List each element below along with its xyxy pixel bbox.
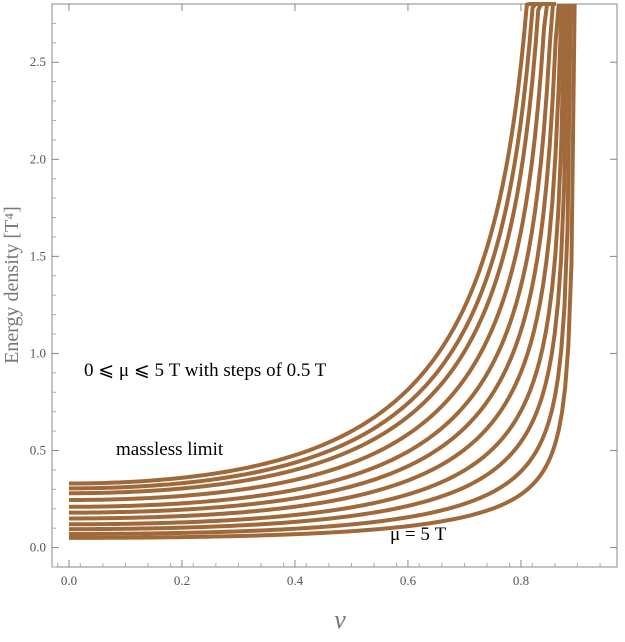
x-tick-label: 0.0 (61, 573, 77, 588)
x-axis-label: v (334, 605, 346, 634)
y-tick-label: 0.5 (30, 443, 46, 458)
x-ticks: 0.0 0.2 0.4 0.6 0.8 (57, 4, 601, 588)
x-tick-label: 0.4 (287, 573, 304, 588)
annotation-mu-5t: μ = 5 T (390, 524, 447, 545)
x-tick-label: 0.6 (400, 573, 417, 588)
y-tick-label: 2.0 (30, 151, 46, 166)
curve-mu-2-5 (68, 3, 561, 515)
y-ticks: 0.0 0.5 1.0 1.5 2.0 2.5 (30, 22, 617, 568)
curve-mu-4 (68, 3, 570, 532)
curves-group (68, 2, 577, 540)
y-tick-label: 2.5 (30, 54, 46, 69)
curve-mu-2 (68, 2, 556, 509)
curve-mu-1 (68, 2, 551, 496)
annotation-massless-limit: massless limit (116, 439, 224, 460)
plot-frame (51, 3, 618, 568)
x-tick-label: 0.2 (174, 573, 190, 588)
curve-mu-4-5 (68, 3, 573, 536)
curve-mu-5 (68, 3, 577, 540)
curve-mu-3-5 (68, 3, 567, 527)
y-tick-label: 1.5 (30, 248, 46, 263)
annotation-range: 0 ⩽ μ ⩽ 5 T with steps of 0.5 T (84, 360, 327, 381)
curve-mu-0-5 (68, 2, 548, 491)
x-tick-label: 0.8 (513, 573, 529, 588)
curve-mu-3 (68, 3, 564, 521)
curve-mu-1-5 (68, 2, 554, 503)
y-tick-label: 0.0 (30, 540, 46, 555)
curve-mu-0 (68, 2, 545, 486)
y-axis-label: Energy density [T⁴] (1, 206, 23, 364)
y-tick-label: 1.0 (30, 345, 46, 360)
